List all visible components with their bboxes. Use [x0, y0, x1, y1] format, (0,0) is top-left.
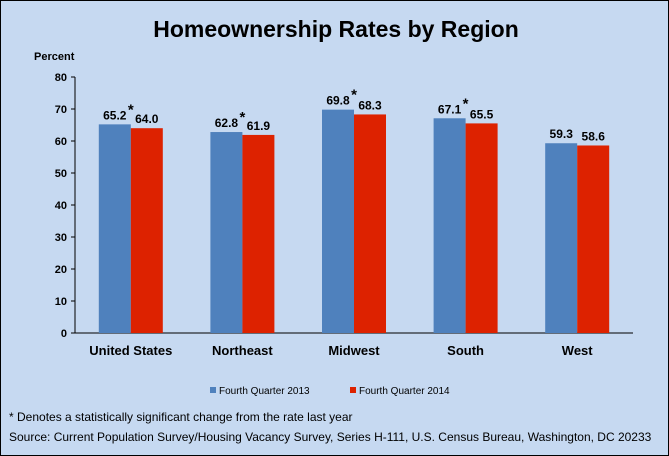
bar-q4-2013	[210, 132, 243, 333]
y-tick-label: 60	[55, 136, 67, 148]
category-label: Northeast	[212, 343, 273, 358]
y-tick-label: 70	[55, 104, 67, 116]
category-label: United States	[89, 343, 172, 358]
data-label: 68.3	[358, 98, 382, 112]
bar-q4-2014	[465, 123, 498, 334]
data-label: 59.3	[550, 127, 574, 141]
y-tick-label: 20	[55, 264, 67, 276]
data-label: 67.1	[438, 102, 462, 116]
bar-q4-2013	[545, 143, 578, 333]
y-tick-label: 0	[61, 328, 67, 340]
data-label: 58.6	[582, 129, 606, 143]
legend-label: Fourth Quarter 2013	[219, 386, 310, 397]
legend-swatch	[210, 387, 216, 393]
y-tick-label: 10	[55, 296, 67, 308]
y-tick-label: 80	[55, 72, 67, 84]
bar-q4-2014	[130, 128, 163, 333]
bar-q4-2013	[322, 109, 354, 333]
significance-marker: *	[239, 109, 245, 126]
bar-q4-2014	[577, 145, 610, 333]
data-label: 61.9	[247, 119, 271, 133]
y-tick-label: 30	[55, 232, 67, 244]
legend-label: Fourth Quarter 2014	[359, 386, 450, 397]
category-label: South	[447, 343, 484, 358]
significance-marker: *	[463, 95, 469, 112]
category-label: Midwest	[328, 343, 380, 358]
y-axis-label: Percent	[34, 51, 75, 63]
bar-q4-2014	[242, 134, 275, 333]
y-tick-label: 50	[55, 168, 67, 180]
category-label: West	[562, 343, 593, 358]
source-note: Source: Current Population Survey/Housin…	[9, 430, 652, 444]
legend-swatch	[350, 387, 356, 393]
significance-marker: *	[128, 101, 134, 118]
bar-q4-2013	[98, 124, 131, 333]
significance-marker: *	[351, 87, 357, 104]
bar-q4-2014	[354, 114, 386, 333]
footnote: * Denotes a statistically significant ch…	[9, 410, 353, 424]
data-label: 65.2	[103, 108, 127, 122]
data-label: 69.8	[326, 94, 350, 108]
y-tick-label: 40	[55, 200, 67, 212]
data-label: 65.5	[470, 107, 494, 121]
bar-q4-2013	[433, 118, 466, 333]
data-label: 64.0	[135, 112, 159, 126]
chart-title: Homeownership Rates by Region	[153, 16, 519, 42]
data-label: 62.8	[215, 116, 239, 130]
